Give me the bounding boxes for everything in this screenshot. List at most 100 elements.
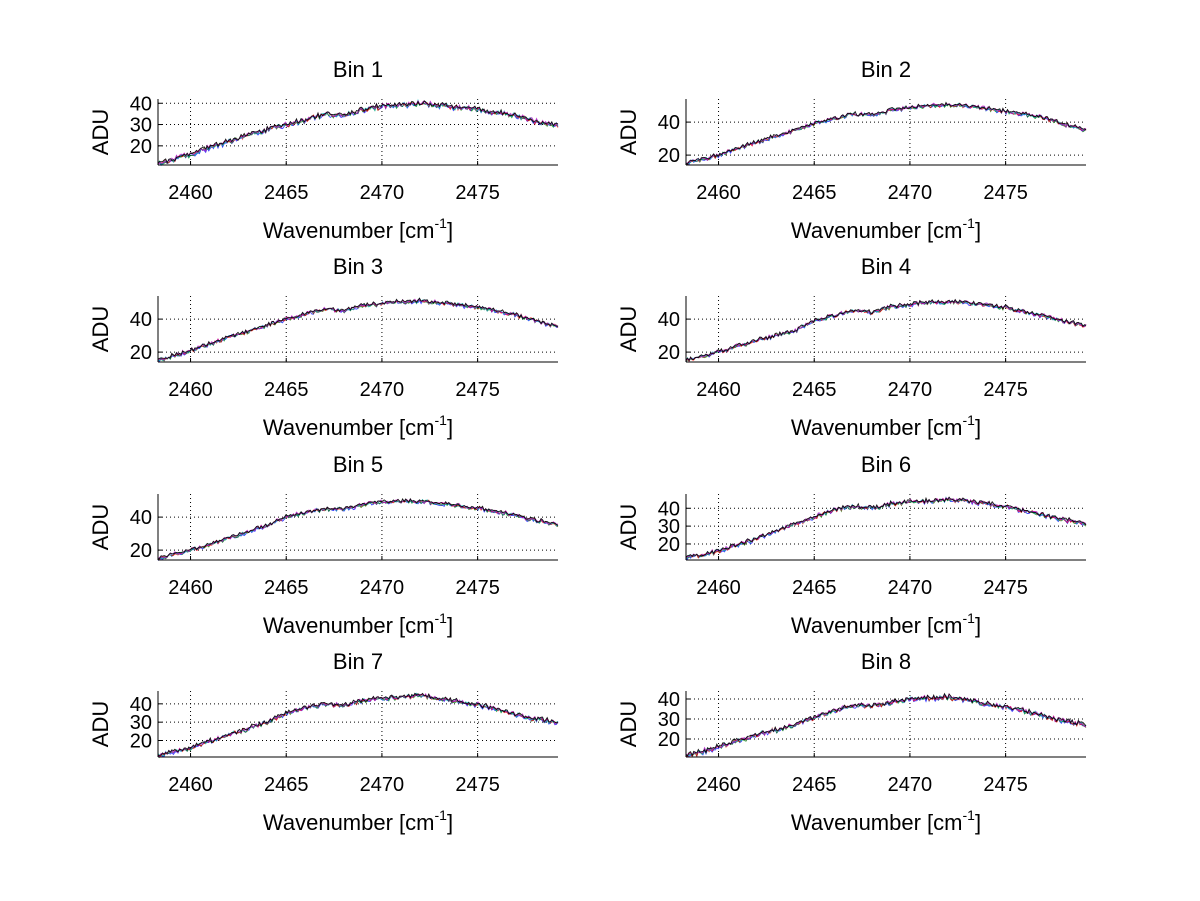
plot-area [686, 99, 1086, 165]
x-tick-label: 2465 [264, 774, 309, 796]
plot-area [686, 494, 1086, 560]
subplot-bin-3: 2460 2465 2470 2475 20 40 Bin 3 ADU Wavenumber [… [88, 254, 559, 440]
y-axis-label: ADU [88, 504, 113, 550]
subplot-bin-5: 2460 2465 2470 2475 20 40 Bin 5 ADU Wavenumber [… [88, 452, 559, 638]
x-tick-label: 2465 [792, 774, 837, 796]
x-tick-label: 2475 [983, 577, 1028, 599]
y-axis-label: ADU [616, 504, 641, 550]
chart-title: Bin 1 [333, 57, 383, 82]
chart-title: Bin 5 [333, 452, 383, 477]
x-tick-label: 2460 [168, 182, 213, 204]
y-tick-label: 40 [658, 498, 680, 520]
x-tick-label: 2460 [696, 379, 741, 401]
x-tick-label: 2460 [168, 379, 213, 401]
y-tick-label: 20 [658, 342, 680, 364]
x-axis-label-end: ] [447, 810, 453, 835]
x-axis-label: Wavenumber [cm-1] [791, 215, 981, 243]
x-tick-label: 2475 [983, 774, 1028, 796]
chart-title: Bin 7 [333, 649, 383, 674]
x-axis-label: Wavenumber [cm-1] [791, 412, 981, 440]
y-axis-label: ADU [616, 109, 641, 155]
y-tick-label: 40 [130, 309, 152, 331]
subplot-bin-4: 2460 2465 2470 2475 20 40 Bin 4 ADU Wavenumber [… [616, 254, 1087, 440]
x-tick-label: 2475 [983, 379, 1028, 401]
x-tick-label: 2475 [455, 379, 500, 401]
x-axis-label-end: ] [447, 218, 453, 243]
x-tick-label: 2470 [360, 577, 405, 599]
x-axis-label-end: ] [975, 810, 981, 835]
y-axis-label: ADU [616, 701, 641, 747]
x-axis-label-main: Wavenumber [cm [263, 810, 435, 835]
x-tick-label: 2470 [888, 379, 933, 401]
x-axis-label-main: Wavenumber [cm [791, 810, 963, 835]
x-tick-label: 2465 [792, 577, 837, 599]
x-axis-label-main: Wavenumber [cm [263, 613, 435, 638]
x-tick-label: 2465 [792, 379, 837, 401]
x-axis-label-main: Wavenumber [cm [791, 415, 963, 440]
x-axis-label-main: Wavenumber [cm [791, 613, 963, 638]
x-tick-label: 2465 [264, 379, 309, 401]
x-tick-label: 2475 [455, 182, 500, 204]
x-tick-label: 2470 [360, 182, 405, 204]
y-tick-label: 20 [658, 729, 680, 751]
y-tick-label: 40 [658, 112, 680, 134]
y-tick-label: 40 [130, 507, 152, 529]
x-axis-label: Wavenumber [cm-1] [791, 807, 981, 835]
x-axis-label-superscript: -1 [963, 412, 976, 428]
y-tick-label: 20 [658, 534, 680, 556]
x-axis-label-main: Wavenumber [cm [263, 218, 435, 243]
chart-title: Bin 3 [333, 254, 383, 279]
series-line-6 [685, 692, 1087, 757]
y-tick-label: 40 [130, 694, 152, 716]
x-axis-label: Wavenumber [cm-1] [791, 610, 981, 638]
x-tick-label: 2465 [792, 182, 837, 204]
y-axis-label: ADU [88, 306, 113, 352]
y-tick-label: 30 [130, 712, 152, 734]
x-tick-label: 2460 [696, 577, 741, 599]
series-line-6 [685, 298, 1087, 362]
x-tick-label: 2475 [455, 577, 500, 599]
x-tick-label: 2470 [360, 379, 405, 401]
x-tick-label: 2475 [455, 774, 500, 796]
x-axis-label: Wavenumber [cm-1] [263, 610, 453, 638]
x-axis-label-main: Wavenumber [cm [263, 415, 435, 440]
series-line-6 [685, 496, 1087, 558]
y-tick-label: 20 [658, 145, 680, 167]
x-tick-label: 2470 [888, 182, 933, 204]
x-axis-label: Wavenumber [cm-1] [263, 807, 453, 835]
series-line-6 [157, 692, 559, 756]
x-axis-label-superscript: -1 [435, 412, 448, 428]
x-axis-label-superscript: -1 [435, 610, 448, 626]
x-tick-label: 2460 [168, 774, 213, 796]
plot-area [686, 691, 1086, 757]
y-tick-label: 20 [130, 136, 152, 158]
y-axis-label: ADU [88, 701, 113, 747]
x-axis-label-end: ] [447, 613, 453, 638]
x-axis-label-superscript: -1 [435, 807, 448, 823]
x-tick-label: 2460 [696, 774, 741, 796]
y-tick-label: 40 [130, 93, 152, 115]
y-tick-label: 20 [130, 540, 152, 562]
x-tick-label: 2460 [696, 182, 741, 204]
series-line-6 [685, 101, 1087, 165]
y-axis-label: ADU [88, 109, 113, 155]
series-line-6 [157, 297, 559, 360]
x-tick-label: 2465 [264, 182, 309, 204]
x-axis-label: Wavenumber [cm-1] [263, 215, 453, 243]
x-tick-label: 2460 [168, 577, 213, 599]
x-tick-label: 2470 [888, 774, 933, 796]
y-tick-label: 30 [658, 709, 680, 731]
x-axis-label-end: ] [975, 218, 981, 243]
y-tick-label: 30 [658, 516, 680, 538]
chart-title: Bin 2 [861, 57, 911, 82]
x-axis-label-end: ] [975, 613, 981, 638]
series-line-6 [157, 497, 559, 560]
x-axis-label-main: Wavenumber [cm [791, 218, 963, 243]
y-tick-label: 20 [130, 731, 152, 753]
x-tick-label: 2475 [983, 182, 1028, 204]
